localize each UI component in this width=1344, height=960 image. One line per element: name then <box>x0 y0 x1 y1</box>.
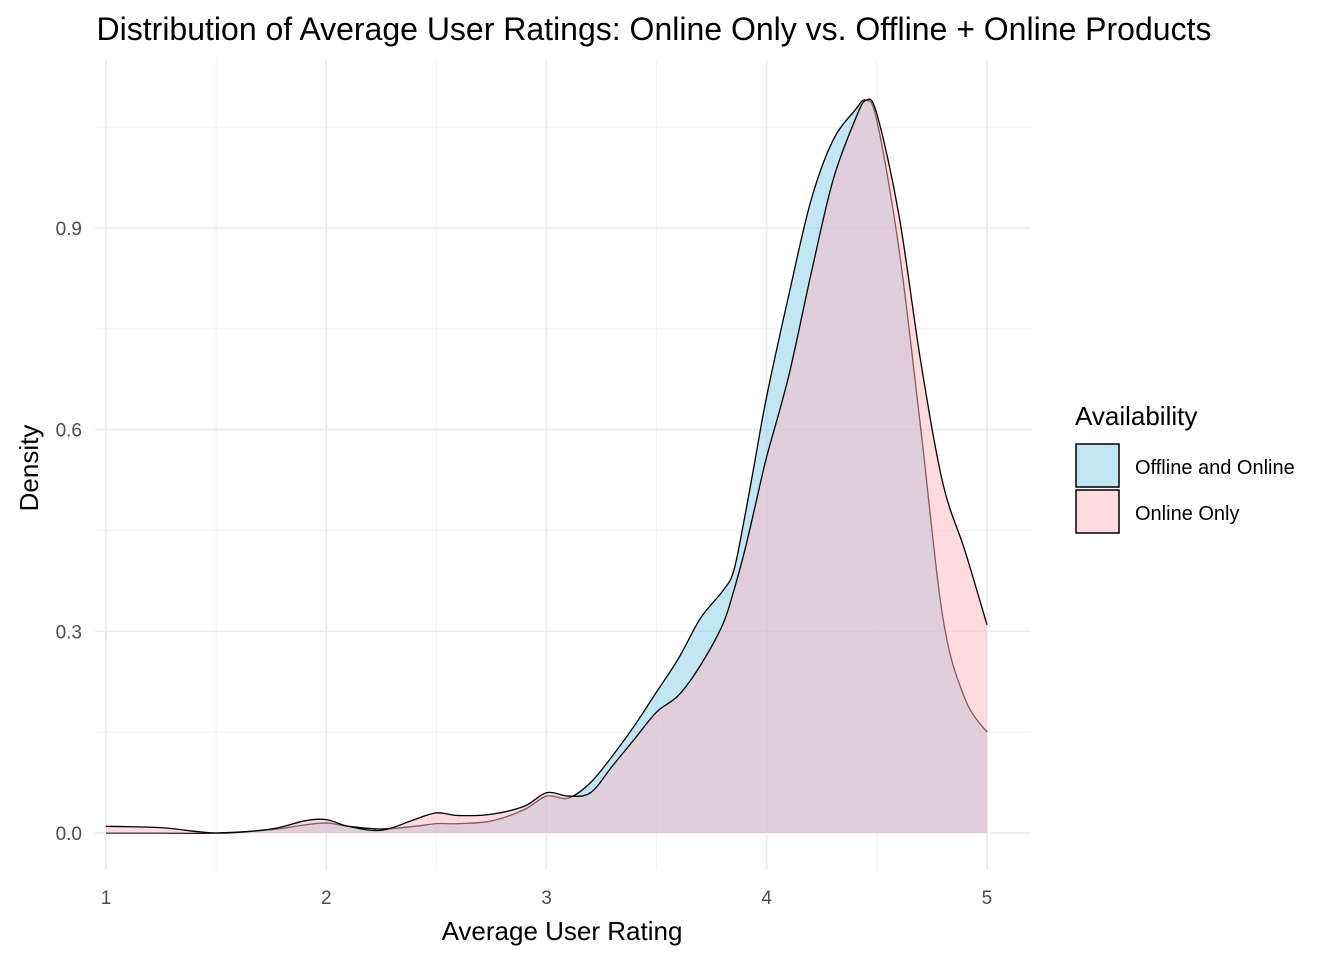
legend-item: Offline and Online <box>1075 443 1295 488</box>
x-tick-label: 3 <box>541 888 552 909</box>
x-axis-ticks: 1 2 3 4 5 <box>101 888 993 909</box>
x-tick-label: 2 <box>321 888 332 909</box>
y-axis-ticks: 0.0 0.3 0.6 0.9 <box>56 219 82 845</box>
y-tick-label: 0.9 <box>56 219 82 240</box>
chart-title: Distribution of Average User Ratings: On… <box>97 11 1212 47</box>
y-axis-title: Density <box>14 425 44 512</box>
legend-title: Availability <box>1075 401 1197 431</box>
x-tick-label: 4 <box>761 888 772 909</box>
density-line-online-only <box>105 98 988 834</box>
x-axis-title: Average User Rating <box>442 916 683 946</box>
legend: Availability Offline and Online Online On… <box>1075 401 1295 534</box>
y-tick-label: 0.0 <box>56 824 82 845</box>
y-tick-label: 0.6 <box>56 421 82 442</box>
legend-label: Offline and Online <box>1135 457 1295 479</box>
x-tick-label: 5 <box>982 888 993 909</box>
legend-swatch <box>1075 489 1120 534</box>
y-tick-label: 0.3 <box>56 622 82 643</box>
x-tick-label: 1 <box>101 888 112 909</box>
legend-swatch <box>1075 443 1120 488</box>
density-areas <box>105 98 988 834</box>
density-area-online-only <box>106 99 987 834</box>
legend-label: Online Only <box>1135 503 1240 525</box>
legend-item: Online Only <box>1075 489 1240 534</box>
